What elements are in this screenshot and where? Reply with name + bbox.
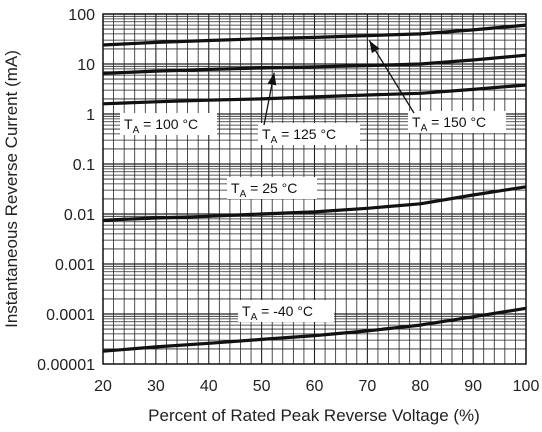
y-tick-label: 1 [86, 107, 95, 124]
series-annotation-label: TA = 100 °C [124, 116, 198, 136]
x-tick-label: 50 [253, 378, 271, 395]
y-axis-label: Instantaneous Reverse Current (mA) [2, 50, 21, 328]
x-tick-label: 40 [200, 378, 218, 395]
x-tick-label: 20 [94, 378, 112, 395]
series-annotation-label: TA = 25 °C [231, 180, 297, 200]
y-tick-label: 100 [68, 7, 95, 24]
y-tick-label: 0.1 [73, 157, 95, 174]
x-tick-label: 60 [306, 378, 324, 395]
plot-frame [102, 13, 527, 365]
x-tick-label: 90 [464, 378, 482, 395]
annotation-box [238, 300, 334, 322]
x-axis-label: Percent of Rated Peak Reverse Voltage (%… [148, 406, 480, 425]
series-annotation-label: TA = 125 °C [262, 126, 336, 146]
x-tick-label: 70 [358, 378, 376, 395]
series-line-4 [102, 306, 527, 353]
annotation-box [258, 123, 360, 145]
series-annotations: TA = 150 °C TA = 125 °C TA = 100 °C TA = 25… [120, 40, 506, 323]
x-tick-label: 30 [147, 378, 165, 395]
series-annotation-label: TA = -40 °C [242, 303, 313, 323]
x-tick-label: 80 [411, 378, 429, 395]
series-annotation-label: TA = 150 °C [412, 114, 486, 134]
annotation-arrowhead [267, 72, 277, 86]
annotation-arrowhead [369, 40, 380, 54]
annotation-box [120, 113, 217, 135]
y-tick-label: 10 [77, 57, 95, 74]
y-tick-label: 0.0001 [46, 307, 95, 324]
y-tick-label: 0.00001 [37, 357, 95, 374]
series-curves [102, 23, 527, 353]
y-tick-label: 0.01 [64, 207, 95, 224]
annotation-box [408, 111, 506, 133]
annotation-arrow [368, 40, 415, 114]
series-line-0 [102, 23, 527, 47]
x-tick-label: 100 [513, 378, 540, 395]
x-axis-ticks: 20 30 40 50 60 70 80 90 100 [94, 378, 539, 395]
y-axis-ticks: 100 10 1 0.1 0.01 0.001 0.0001 0.00001 [37, 7, 95, 374]
series-line-3 [102, 185, 527, 222]
annotation-box [227, 177, 317, 199]
y-tick-label: 0.001 [55, 257, 95, 274]
series-line-1 [102, 53, 527, 75]
series-line-2 [102, 83, 527, 106]
